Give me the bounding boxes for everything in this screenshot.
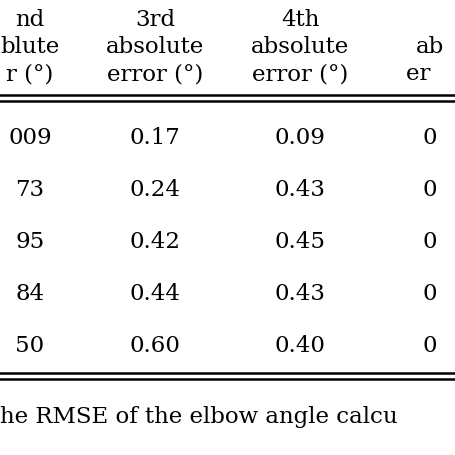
Text: ab: ab bbox=[416, 36, 444, 58]
Text: 0.40: 0.40 bbox=[274, 335, 325, 357]
Text: 0.44: 0.44 bbox=[130, 283, 181, 305]
Text: 0: 0 bbox=[423, 231, 437, 253]
Text: 0.17: 0.17 bbox=[130, 127, 180, 149]
Text: 0.42: 0.42 bbox=[130, 231, 181, 253]
Text: 0.09: 0.09 bbox=[274, 127, 325, 149]
Text: 50: 50 bbox=[15, 335, 45, 357]
Text: blute: blute bbox=[0, 36, 60, 58]
Text: 73: 73 bbox=[15, 179, 45, 201]
Text: absolute: absolute bbox=[106, 36, 204, 58]
Text: 4th: 4th bbox=[281, 9, 319, 31]
Text: 3rd: 3rd bbox=[135, 9, 175, 31]
Text: 0.60: 0.60 bbox=[130, 335, 181, 357]
Text: 009: 009 bbox=[8, 127, 52, 149]
Text: 0.45: 0.45 bbox=[274, 231, 325, 253]
Text: error (°): error (°) bbox=[252, 63, 348, 85]
Text: he RMSE of the elbow angle calcu: he RMSE of the elbow angle calcu bbox=[0, 406, 398, 428]
Text: er: er bbox=[406, 63, 454, 85]
Text: 0.24: 0.24 bbox=[130, 179, 181, 201]
Text: 0: 0 bbox=[423, 127, 437, 149]
Text: 0: 0 bbox=[423, 179, 437, 201]
Text: 0.43: 0.43 bbox=[274, 179, 325, 201]
Text: 0.43: 0.43 bbox=[274, 283, 325, 305]
Text: 0: 0 bbox=[423, 283, 437, 305]
Text: absolute: absolute bbox=[251, 36, 349, 58]
Text: nd: nd bbox=[15, 9, 45, 31]
Text: error (°): error (°) bbox=[107, 63, 203, 85]
Text: r (°): r (°) bbox=[6, 63, 54, 85]
Text: 84: 84 bbox=[15, 283, 45, 305]
Text: 95: 95 bbox=[15, 231, 45, 253]
Text: 0: 0 bbox=[423, 335, 437, 357]
